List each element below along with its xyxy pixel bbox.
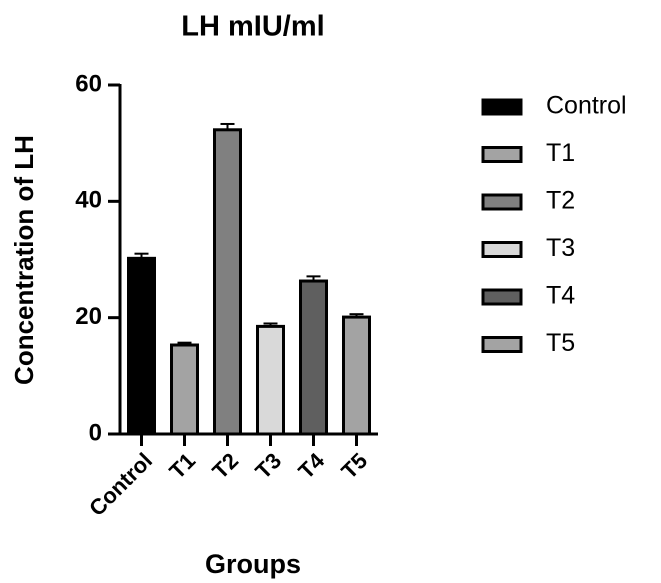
y-tick-label: 20 — [75, 303, 102, 330]
legend-swatch — [481, 241, 523, 258]
x-tick-label: T2 — [207, 448, 243, 484]
x-tick-label: T3 — [250, 448, 286, 484]
y-tick-label: 0 — [89, 419, 102, 446]
legend-label: Control — [546, 92, 627, 120]
bar — [256, 324, 285, 436]
legend-swatch — [481, 193, 523, 211]
x-tick-label: T5 — [336, 448, 372, 484]
y-tick-label: 60 — [75, 70, 102, 97]
legend-swatch — [481, 336, 523, 353]
bar — [342, 315, 371, 436]
y-axis-title: Concentration of LH — [9, 135, 39, 385]
legend-swatch — [481, 146, 523, 163]
y-tick-label: 40 — [75, 187, 102, 214]
legend-label: T3 — [546, 234, 575, 262]
legend-label: T5 — [546, 329, 575, 357]
x-tick-label: T4 — [293, 447, 329, 483]
x-tick-label: Control — [84, 448, 157, 521]
x-axis-title: Groups — [205, 549, 301, 579]
bar — [213, 128, 242, 436]
bar — [170, 343, 199, 436]
x-tick-label: T1 — [164, 448, 200, 484]
legend-swatch — [481, 98, 523, 116]
legend-label: T1 — [546, 139, 575, 167]
legend-label: T4 — [546, 282, 575, 310]
legend-label: T2 — [546, 187, 575, 215]
bar — [299, 279, 328, 436]
bar — [127, 256, 156, 436]
chart-title: LH mIU/ml — [181, 11, 324, 43]
legend-swatch — [481, 288, 523, 306]
